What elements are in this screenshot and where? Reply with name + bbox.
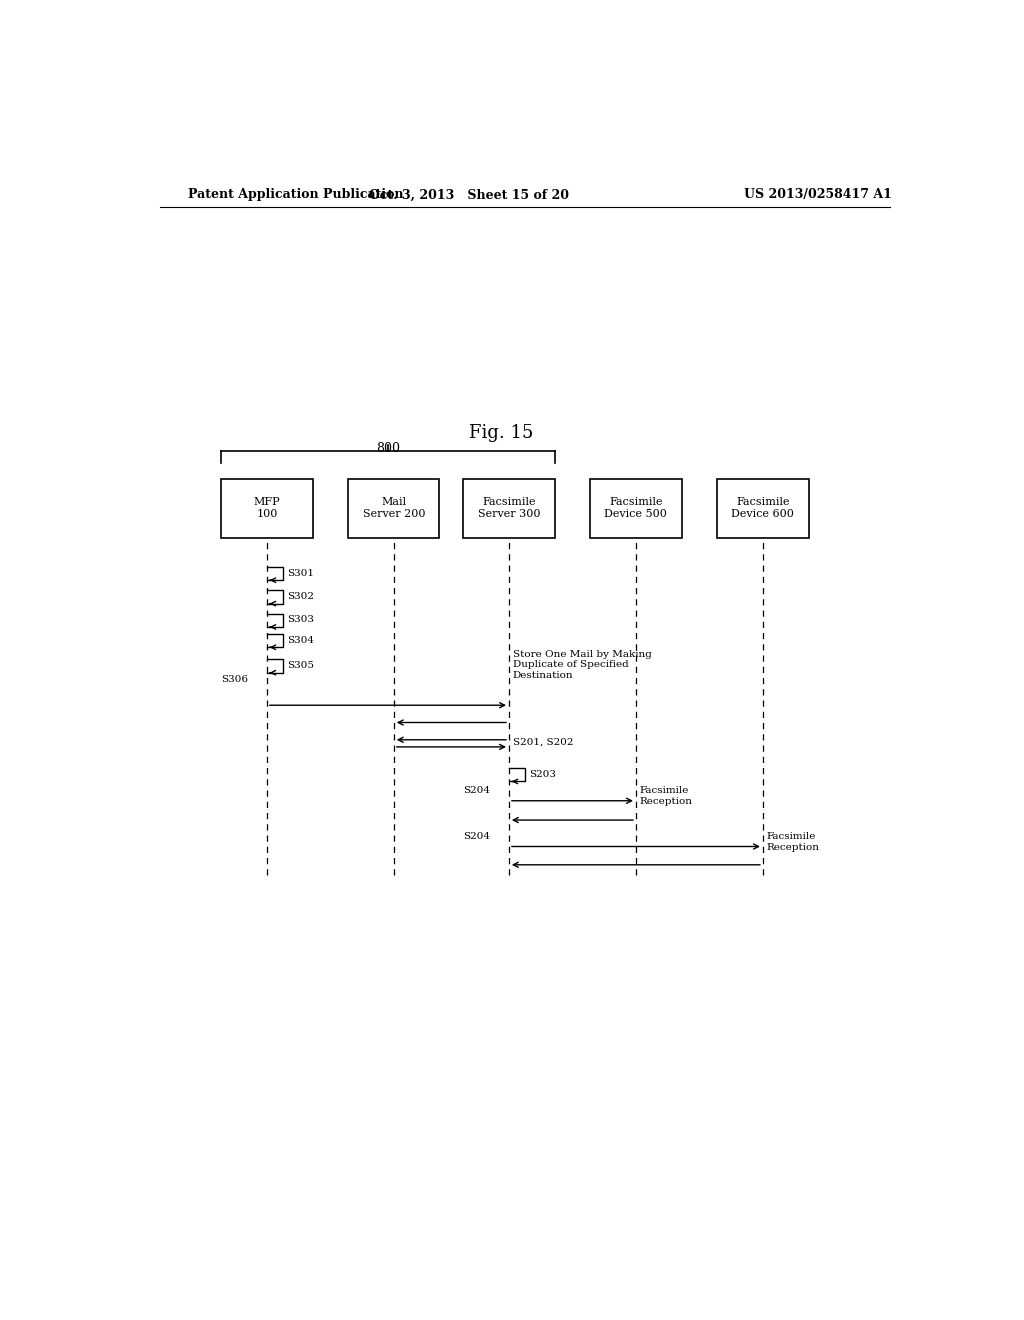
FancyBboxPatch shape — [348, 479, 439, 537]
Text: S306: S306 — [221, 676, 248, 684]
Text: S201, S202: S201, S202 — [513, 738, 573, 747]
Text: S204: S204 — [463, 787, 490, 795]
FancyBboxPatch shape — [590, 479, 682, 537]
Text: S301: S301 — [288, 569, 314, 578]
Text: S305: S305 — [288, 661, 314, 671]
FancyBboxPatch shape — [717, 479, 809, 537]
Text: S303: S303 — [288, 615, 314, 624]
Text: Facsimile
Device 600: Facsimile Device 600 — [731, 498, 795, 519]
Text: Mail
Server 200: Mail Server 200 — [362, 498, 425, 519]
FancyBboxPatch shape — [221, 479, 312, 537]
Text: S302: S302 — [288, 591, 314, 601]
Text: S304: S304 — [288, 636, 314, 644]
Text: Store One Mail by Making
Duplicate of Specified
Destination: Store One Mail by Making Duplicate of Sp… — [513, 649, 651, 680]
Text: Fig. 15: Fig. 15 — [469, 424, 534, 442]
Text: Patent Application Publication: Patent Application Publication — [187, 189, 403, 202]
Text: S203: S203 — [529, 770, 557, 779]
Text: Facsimile
Reception: Facsimile Reception — [640, 787, 693, 805]
Text: US 2013/0258417 A1: US 2013/0258417 A1 — [744, 189, 892, 202]
Text: Facsimile
Server 300: Facsimile Server 300 — [477, 498, 541, 519]
Text: Facsimile
Reception: Facsimile Reception — [767, 832, 820, 851]
Text: Facsimile
Device 500: Facsimile Device 500 — [604, 498, 668, 519]
Text: 800: 800 — [376, 442, 400, 454]
Text: MFP
100: MFP 100 — [254, 498, 281, 519]
Text: Oct. 3, 2013   Sheet 15 of 20: Oct. 3, 2013 Sheet 15 of 20 — [370, 189, 569, 202]
Text: S204: S204 — [463, 832, 490, 841]
FancyBboxPatch shape — [463, 479, 555, 537]
